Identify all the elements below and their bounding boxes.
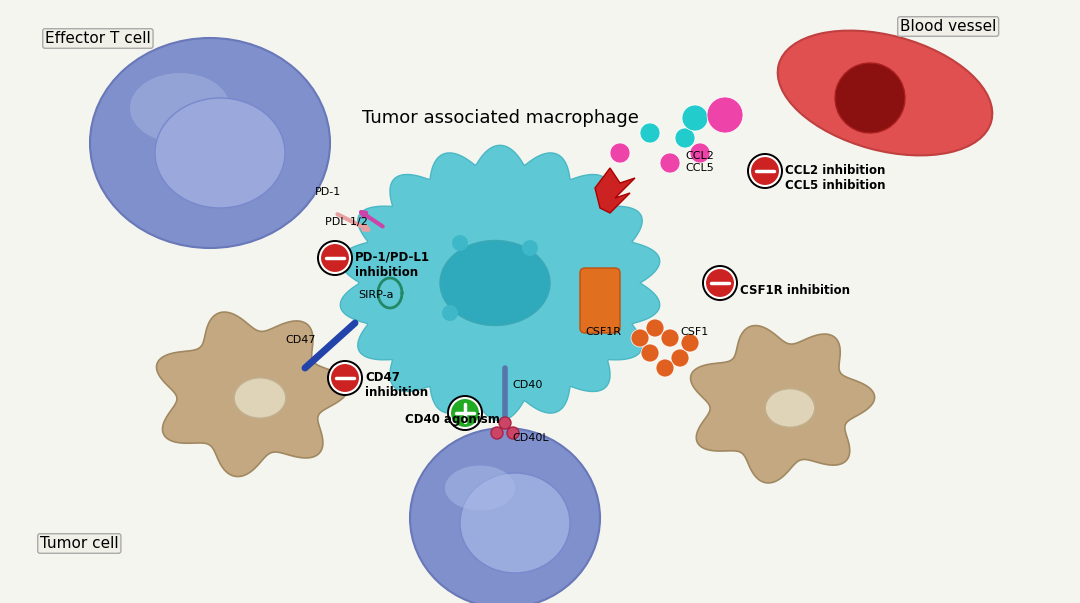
Circle shape xyxy=(681,334,699,352)
Circle shape xyxy=(631,329,649,347)
Text: SIRP-a: SIRP-a xyxy=(357,290,393,300)
Ellipse shape xyxy=(156,98,285,208)
Circle shape xyxy=(681,105,708,131)
Circle shape xyxy=(507,427,519,439)
Circle shape xyxy=(660,153,680,173)
Circle shape xyxy=(320,243,350,273)
Circle shape xyxy=(707,97,743,133)
Ellipse shape xyxy=(766,389,814,428)
Ellipse shape xyxy=(130,73,230,143)
Text: CCL2 inhibition
CCL5 inhibition: CCL2 inhibition CCL5 inhibition xyxy=(785,164,886,192)
Text: PDL 1/2: PDL 1/2 xyxy=(325,217,368,227)
Text: CD40L: CD40L xyxy=(512,433,549,443)
Circle shape xyxy=(491,427,503,439)
FancyArrowPatch shape xyxy=(361,212,382,227)
Circle shape xyxy=(522,240,538,256)
Text: Tumor cell: Tumor cell xyxy=(40,536,119,551)
Text: CCL2
CCL5: CCL2 CCL5 xyxy=(685,151,714,173)
Text: CD40: CD40 xyxy=(512,380,542,390)
FancyBboxPatch shape xyxy=(580,268,620,333)
Text: Tumor associated macrophage: Tumor associated macrophage xyxy=(362,109,638,127)
Text: CSF1R inhibition: CSF1R inhibition xyxy=(740,283,850,297)
Circle shape xyxy=(499,417,511,429)
Ellipse shape xyxy=(835,63,905,133)
Circle shape xyxy=(690,143,710,163)
Ellipse shape xyxy=(778,31,993,156)
Text: Effector T cell: Effector T cell xyxy=(45,31,151,46)
Polygon shape xyxy=(340,145,660,421)
Text: CD47: CD47 xyxy=(285,335,315,345)
Circle shape xyxy=(453,235,468,251)
Circle shape xyxy=(656,359,674,377)
FancyArrowPatch shape xyxy=(337,214,368,230)
Ellipse shape xyxy=(460,473,570,573)
Ellipse shape xyxy=(90,38,330,248)
Circle shape xyxy=(640,123,660,143)
Circle shape xyxy=(442,305,458,321)
Circle shape xyxy=(661,329,679,347)
Ellipse shape xyxy=(410,428,600,603)
Polygon shape xyxy=(690,326,875,483)
Circle shape xyxy=(702,265,738,301)
Text: Blood vessel: Blood vessel xyxy=(900,19,997,34)
Circle shape xyxy=(610,143,630,163)
Ellipse shape xyxy=(440,241,550,326)
Text: PD-1/PD-L1
inhibition: PD-1/PD-L1 inhibition xyxy=(355,251,430,279)
Circle shape xyxy=(318,240,353,276)
Ellipse shape xyxy=(234,378,286,418)
Circle shape xyxy=(330,363,360,393)
Circle shape xyxy=(671,349,689,367)
Text: CD47
inhibition: CD47 inhibition xyxy=(365,371,428,399)
Text: CSF1R: CSF1R xyxy=(585,327,621,337)
Circle shape xyxy=(747,153,783,189)
Text: CSF1: CSF1 xyxy=(680,327,708,337)
Circle shape xyxy=(675,128,696,148)
Polygon shape xyxy=(595,168,635,213)
Ellipse shape xyxy=(445,466,515,511)
Circle shape xyxy=(646,319,664,337)
Text: CD40 agonism: CD40 agonism xyxy=(405,414,500,426)
Circle shape xyxy=(327,360,363,396)
Circle shape xyxy=(642,344,659,362)
Circle shape xyxy=(750,156,780,186)
Polygon shape xyxy=(157,312,349,476)
Circle shape xyxy=(450,398,480,428)
Circle shape xyxy=(705,268,735,298)
Text: PD-1: PD-1 xyxy=(315,187,341,197)
Circle shape xyxy=(447,395,483,431)
